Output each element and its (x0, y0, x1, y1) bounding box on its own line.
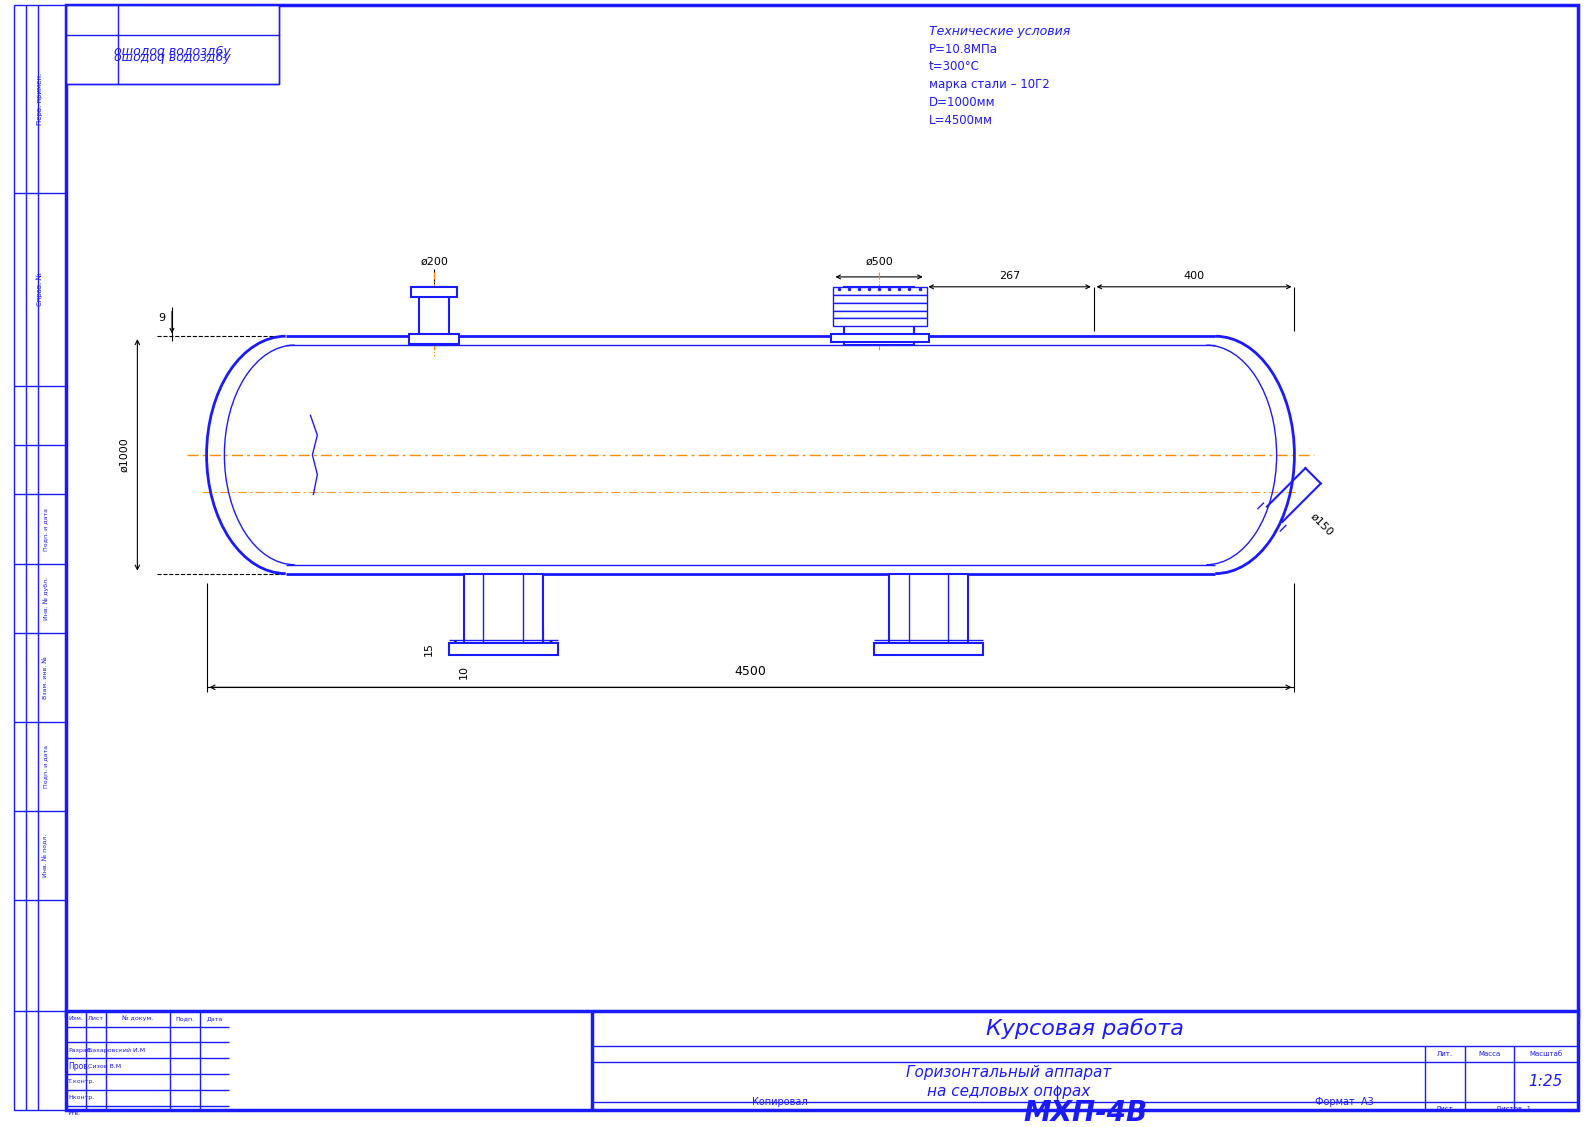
Text: Лист: Лист (1436, 1106, 1453, 1111)
Text: ø1000: ø1000 (119, 437, 129, 472)
Text: Изм.: Изм. (68, 1017, 83, 1021)
Text: ø500: ø500 (864, 257, 893, 267)
Text: Утв.: Утв. (68, 1111, 81, 1116)
Text: Масштаб: Масштаб (1528, 1051, 1562, 1057)
Text: Подп. и дата: Подп. и дата (43, 507, 48, 551)
Text: Бахаровский И.М: Бахаровский И.М (88, 1048, 145, 1053)
Ellipse shape (1137, 336, 1294, 574)
Text: 450: 450 (492, 628, 514, 638)
Bar (844, 286, 914, 345)
Text: Перв. примен.: Перв. примен. (37, 73, 43, 125)
Text: Пров.: Пров. (68, 1062, 91, 1071)
Bar (833, 311, 927, 319)
Bar (67, 1011, 1578, 1110)
Text: Лит.: Лит. (1436, 1051, 1453, 1057)
Bar (463, 574, 543, 642)
Text: марка стали – 10Г2: марка стали – 10Г2 (928, 78, 1049, 91)
Text: D=1000мм: D=1000мм (928, 96, 995, 109)
Text: Нконтр.: Нконтр. (68, 1095, 94, 1100)
Text: Копировал: Копировал (753, 1097, 809, 1107)
Bar (833, 286, 927, 294)
Polygon shape (285, 336, 1215, 574)
Text: Листов  1: Листов 1 (1496, 1106, 1532, 1111)
Text: ø200: ø200 (420, 257, 447, 267)
Text: Инв. № подл.: Инв. № подл. (43, 834, 49, 877)
Text: 300: 300 (494, 613, 514, 623)
Text: ø150: ø150 (1309, 512, 1336, 538)
Text: 15: 15 (423, 641, 435, 656)
Text: 10: 10 (458, 665, 468, 678)
Text: 267: 267 (1000, 270, 1020, 281)
Ellipse shape (207, 336, 365, 574)
Text: Дата: Дата (207, 1017, 223, 1021)
Bar (831, 335, 928, 343)
Text: Подп.: Подп. (175, 1017, 194, 1021)
Bar (409, 335, 458, 344)
Text: ошодоq водозд6у: ошодоq водозд6у (113, 51, 231, 64)
Text: Взам. инв. №: Взам. инв. № (43, 656, 48, 699)
Text: Масса: Масса (1477, 1051, 1500, 1057)
Text: 400: 400 (1183, 270, 1205, 281)
Text: 1:25: 1:25 (1528, 1074, 1563, 1090)
Bar (411, 286, 457, 296)
Text: ошодоq водозд6у: ошодоq водозд6у (113, 45, 231, 57)
Text: L=4500мм: L=4500мм (928, 114, 992, 126)
Text: Подп. и дата: Подп. и дата (43, 745, 48, 788)
Text: Справ. №: Справ. № (37, 272, 43, 305)
Text: Т.контр.: Т.контр. (68, 1080, 96, 1084)
Bar (419, 286, 449, 345)
Text: Лист: Лист (88, 1017, 103, 1021)
Text: Формат  А3: Формат А3 (1315, 1097, 1374, 1107)
Text: Горизонтальный аппарат
на седловых опорах: Горизонтальный аппарат на седловых опора… (906, 1065, 1111, 1099)
Text: t=300°С: t=300°С (928, 61, 979, 73)
Bar (833, 319, 927, 327)
Bar (67, 5, 279, 85)
Text: Курсовая работа: Курсовая работа (987, 1018, 1184, 1039)
Text: Разраб.: Разраб. (68, 1048, 92, 1053)
Text: МХП-4В: МХП-4В (1024, 1099, 1148, 1127)
Text: Технические условия: Технические условия (928, 25, 1070, 37)
Bar (833, 294, 927, 303)
Text: 4500: 4500 (734, 665, 766, 678)
Bar (449, 642, 557, 655)
Text: Инв. № дубл.: Инв. № дубл. (43, 577, 49, 620)
Text: Р=10.8МПа: Р=10.8МПа (928, 43, 998, 55)
Text: Сизов В.М: Сизов В.М (88, 1064, 121, 1068)
Text: 9: 9 (159, 313, 166, 323)
Bar (833, 303, 927, 311)
Bar (874, 642, 982, 655)
Bar (67, 5, 279, 85)
Bar (888, 574, 968, 642)
Text: № докум.: № докум. (123, 1015, 153, 1021)
